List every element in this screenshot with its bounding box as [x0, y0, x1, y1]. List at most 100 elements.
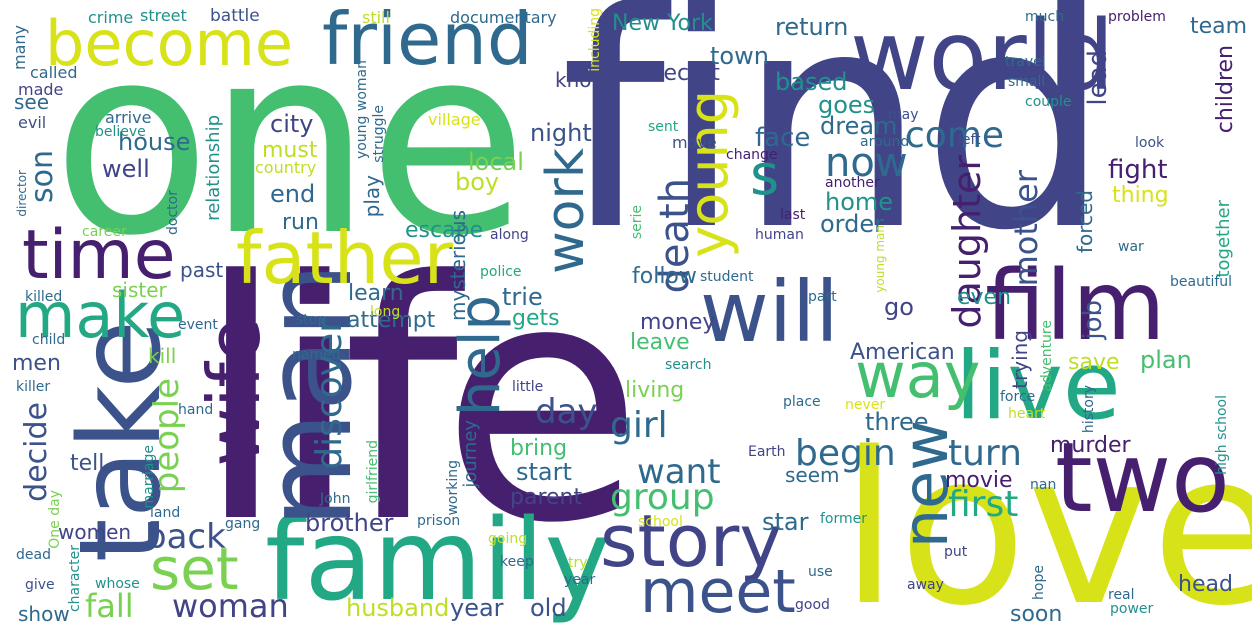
word-plan: plan [1140, 346, 1192, 374]
word-day: day [535, 392, 598, 432]
word-nan: nan [1030, 477, 1057, 493]
word-movie: movie [945, 468, 1013, 493]
word-use: use [808, 564, 833, 580]
word-work: work [536, 148, 596, 274]
word-journey: journey [460, 420, 481, 488]
word-son: son [25, 150, 60, 203]
word-human: human [755, 227, 804, 243]
word-lead: lead [1083, 50, 1113, 106]
word-will: will [700, 263, 839, 361]
word-many: many [10, 25, 29, 70]
word-long: long [370, 304, 401, 320]
word-american: American [850, 340, 955, 365]
word-world: world [850, 0, 1115, 112]
word-police: police [480, 264, 522, 280]
word-star: star [762, 508, 809, 536]
word-hand: hand [178, 402, 214, 418]
word-start: start [516, 458, 572, 486]
word-small: small [1008, 74, 1046, 90]
word-away: away [907, 577, 944, 593]
word-keep: keep [500, 554, 534, 570]
word-based: based [775, 68, 848, 96]
word-year: year [450, 594, 504, 622]
word-two: two [1055, 422, 1230, 534]
word-living: living [625, 378, 685, 403]
word-gang: gang [225, 516, 261, 532]
word-student: student [700, 269, 754, 285]
word-dream: dream [820, 112, 898, 140]
word-war: war [1118, 239, 1144, 255]
word-problem: problem [1108, 9, 1166, 25]
word-working: working [445, 460, 461, 516]
word-left: left [958, 132, 981, 148]
word-save: save [1068, 350, 1120, 375]
word-town: town [710, 42, 769, 70]
word-three: three [865, 408, 929, 436]
word-documentary: documentary [450, 8, 557, 27]
word-power: power [1110, 601, 1154, 617]
word-look: look [1135, 135, 1165, 151]
word-called: called [30, 63, 78, 82]
word-made: made [18, 80, 64, 99]
word-never: never [845, 397, 886, 413]
word-show: show [18, 602, 70, 626]
word-relationship: relationship [203, 115, 224, 221]
word-discover: discover [309, 318, 350, 470]
word-friend: friend [322, 0, 533, 81]
word-life: life [195, 211, 644, 595]
word-travel: travel [1005, 54, 1046, 70]
word-set: set [150, 535, 239, 603]
word-country: country [255, 158, 317, 177]
word-john: John [320, 491, 351, 507]
word-trying: trying [1008, 330, 1032, 389]
word-men: men [12, 351, 61, 376]
word-run: run [282, 210, 319, 235]
word-event: event [178, 317, 218, 333]
word-live: live [955, 332, 1121, 441]
word-good: good [795, 597, 830, 613]
word-little: little [512, 379, 544, 395]
word-head: head [1178, 572, 1233, 597]
word-marriage: marriage [141, 445, 157, 509]
word-play: play [360, 175, 384, 218]
word-goes: goes [818, 91, 876, 119]
word-past: past [180, 258, 224, 282]
word-come: come [905, 115, 1005, 156]
word-attempt: attempt [347, 308, 436, 333]
word-one-day: One day [47, 490, 63, 549]
word-leave: leave [630, 330, 690, 355]
word-battle: battle [210, 6, 260, 26]
word-village: village [428, 110, 481, 129]
word-way: way [855, 339, 981, 412]
word-whose: whose [95, 576, 140, 592]
word-return: return [775, 13, 849, 41]
word-women: women [58, 520, 132, 544]
word-struggle: struggle [371, 105, 387, 163]
word-s: s [750, 143, 780, 208]
word-begin: begin [795, 433, 896, 474]
word-arrive: arrive [105, 108, 152, 127]
word-see: see [14, 90, 50, 114]
word-mysterious: mysterious [446, 210, 470, 321]
word-thing: thing [1112, 183, 1169, 208]
word-part: part [808, 289, 837, 305]
word-new-york: New York [612, 11, 713, 36]
word-believe: believe [95, 124, 146, 140]
word-house: house [118, 128, 191, 156]
word-hope: hope [1031, 565, 1047, 600]
word-last: last [780, 207, 806, 223]
word-follow: follow [632, 264, 697, 289]
word-character: character [67, 545, 83, 613]
word-film: film [985, 250, 1166, 362]
word-love: love [840, 407, 1252, 636]
word-parent: parent [510, 485, 583, 510]
word-much: much [1025, 9, 1065, 25]
word-want: want [637, 452, 721, 492]
word-couple: couple [1025, 94, 1072, 110]
word-child: child [32, 332, 66, 348]
word-job: job [1078, 300, 1108, 340]
word-high-school: high school [1214, 395, 1230, 475]
word-must: must [262, 138, 318, 163]
word-turn: turn [948, 433, 1022, 474]
word-sister: sister [112, 278, 167, 302]
